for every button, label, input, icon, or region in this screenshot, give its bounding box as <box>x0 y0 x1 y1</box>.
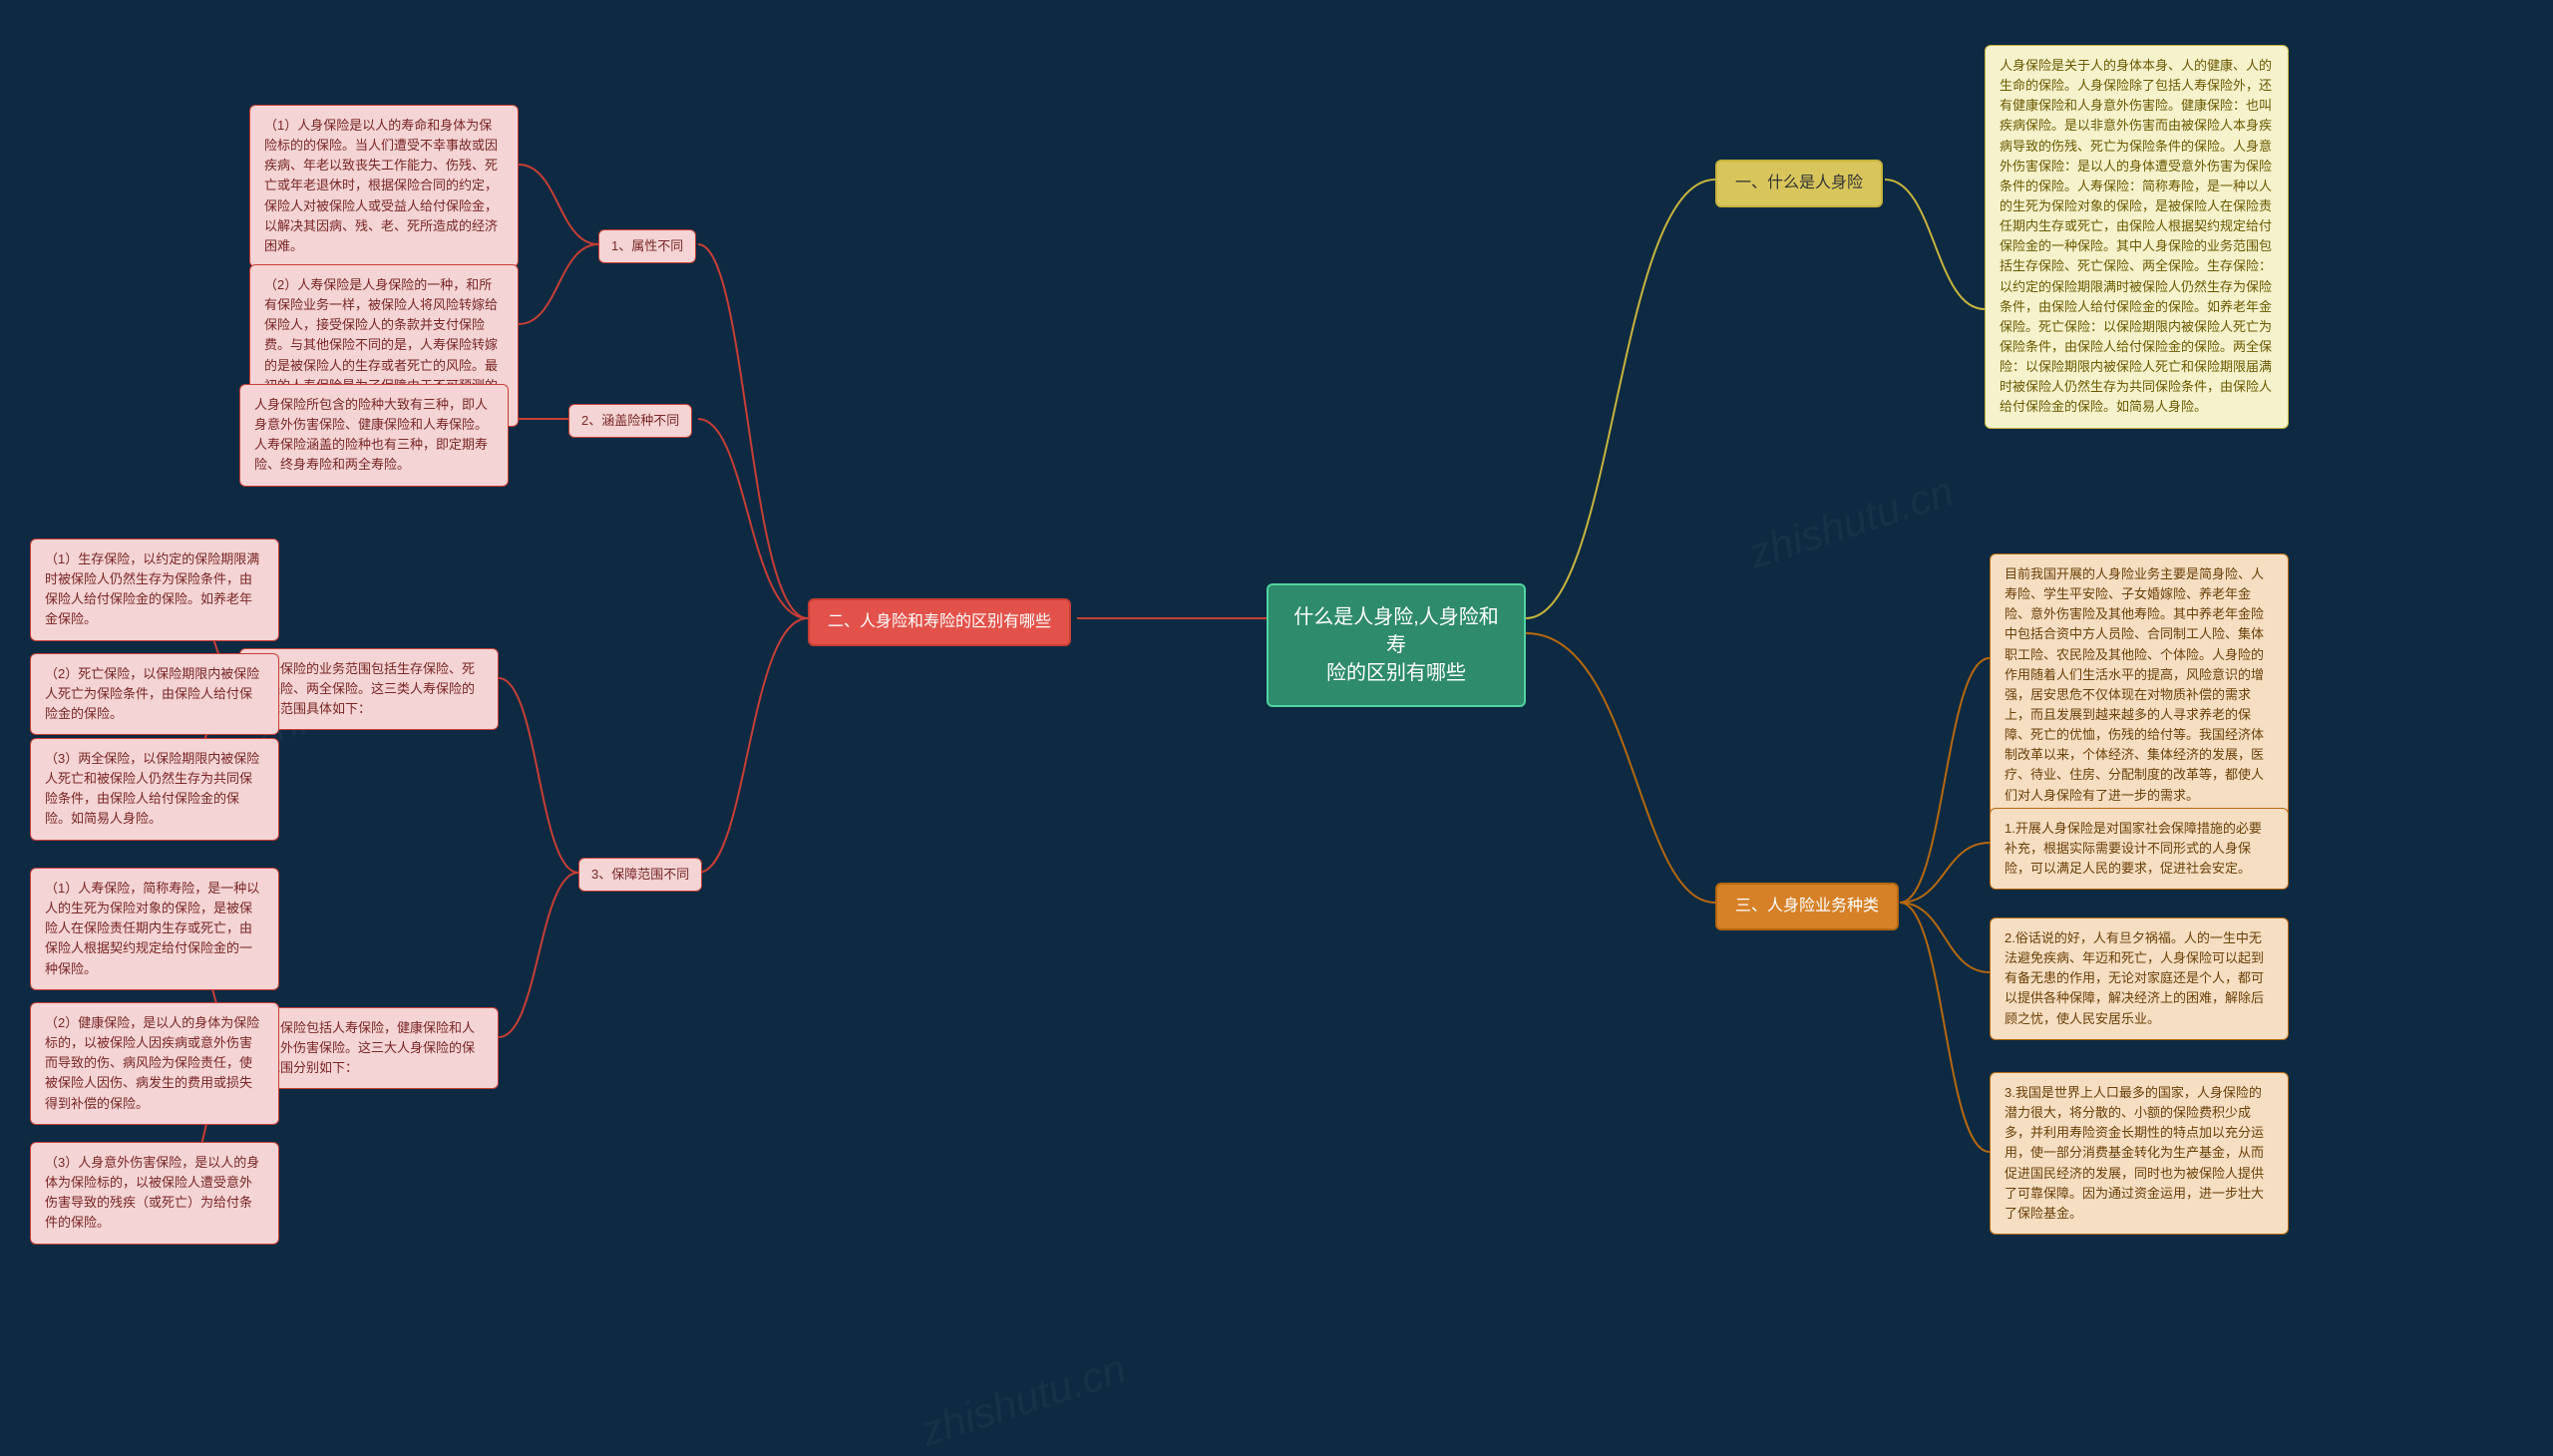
b2-sub3-groupB-leaf1: （1）人寿保险，简称寿险，是一种以人的生死为保险对象的保险，是被保险人在保险责任… <box>30 868 279 990</box>
branch3-node: 三、人身险业务种类 <box>1715 883 1899 930</box>
b2-sub2-leaf1: 人身保险所包含的险种大致有三种，即人身意外伤害保险、健康保险和人寿保险。人寿保险… <box>239 384 509 487</box>
branch1-node: 一、什么是人身险 <box>1715 160 1883 207</box>
b2-sub1-label: 1、属性不同 <box>598 229 696 263</box>
b2-sub3-groupA-leaf1: （1）生存保险，以约定的保险期限满时被保险人仍然生存为保险条件，由保险人给付保险… <box>30 539 279 641</box>
branch2-node: 二、人身险和寿险的区别有哪些 <box>808 598 1071 646</box>
b2-sub3-groupB-leaf3: （3）人身意外伤害保险，是以人的身体为保险标的，以被保险人遭受意外伤害导致的残疾… <box>30 1142 279 1245</box>
branch1-content: 人身保险是关于人的身体本身、人的健康、人的生命的保险。人身保险除了包括人寿保险外… <box>1985 45 2289 429</box>
b2-sub2-label: 2、涵盖险种不同 <box>568 404 692 438</box>
watermark: zhishutu.cn <box>915 1344 1132 1455</box>
root-title-l1: 什么是人身险,人身险和寿 <box>1288 603 1504 659</box>
branch3-leaf3: 2.俗话说的好，人有旦夕祸福。人的一生中无法避免疾病、年迈和死亡，人身保险可以起… <box>1990 917 2289 1040</box>
b2-sub3-label: 3、保障范围不同 <box>578 858 702 892</box>
b2-sub3-groupB-leaf2: （2）健康保险，是以人的身体为保险标的，以被保险人因疾病或意外伤害而导致的伤、病… <box>30 1002 279 1125</box>
b2-sub3-groupA-leaf3: （3）两全保险，以保险期限内被保险人死亡和被保险人仍然生存为共同保险条件，由保险… <box>30 738 279 841</box>
watermark: zhishutu.cn <box>1743 467 1960 577</box>
b2-sub3-groupA-leaf2: （2）死亡保险，以保险期限内被保险人死亡为保险条件，由保险人给付保险金的保险。 <box>30 653 279 735</box>
root-node: 什么是人身险,人身险和寿 险的区别有哪些 <box>1267 583 1526 707</box>
root-title-l2: 险的区别有哪些 <box>1288 659 1504 687</box>
b2-sub1-leaf1: （1）人身保险是以人的寿命和身体为保险标的的保险。当人们遭受不幸事故或因疾病、年… <box>249 105 519 267</box>
branch3-leaf1: 目前我国开展的人身险业务主要是简身险、人寿险、学生平安险、子女婚嫁险、养老年金险… <box>1990 553 2289 817</box>
branch3-leaf2: 1.开展人身保险是对国家社会保障措施的必要补充，根据实际需要设计不同形式的人身保… <box>1990 808 2289 890</box>
branch3-leaf4: 3.我国是世界上人口最多的国家，人身保险的潜力很大，将分散的、小额的保险费积少成… <box>1990 1072 2289 1235</box>
